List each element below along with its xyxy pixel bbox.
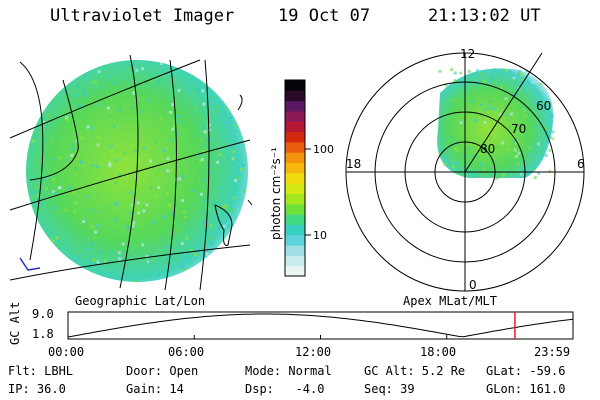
door-field: Door: Open <box>126 364 199 378</box>
orbit-xticks: 00:00 06:00 12:00 18:00 23:59 <box>48 335 574 359</box>
colorbar-segment <box>285 131 305 143</box>
colorbar-segment <box>285 255 305 267</box>
polar-label-spoke <box>464 52 543 173</box>
mlt-label-18: 18 <box>346 157 361 171</box>
coastline-east <box>214 204 233 246</box>
colorbar <box>285 80 305 277</box>
orbit-xtick-label: 18:00 <box>420 345 456 359</box>
flt-field: Flt: LBHL <box>8 364 74 378</box>
lat-label-80: 80 <box>480 142 495 156</box>
mlt-label-12: 12 <box>460 47 475 61</box>
polar-grid <box>345 52 585 292</box>
gc-alt-field: GC Alt: 5.2 Re <box>364 364 466 378</box>
geo-blue-trace <box>19 257 41 271</box>
colorbar-segment <box>285 245 305 256</box>
colorbar-segment <box>285 110 305 122</box>
colorbar-segment <box>285 100 305 112</box>
colorbar-segment <box>285 224 305 236</box>
coastline-island <box>237 94 243 111</box>
colorbar-segment <box>285 172 305 184</box>
coastline-west <box>29 79 79 181</box>
orbit-xtick-label: 06:00 <box>168 345 204 359</box>
orbit-axis-label: GC Alt <box>8 302 22 345</box>
glat-field: GLat: -59.6 <box>486 364 566 378</box>
orbit-xtick-label: 12:00 <box>295 345 331 359</box>
colorbar-segment <box>285 214 305 225</box>
lat-label-70: 70 <box>511 122 526 136</box>
colorbar-segment <box>285 183 305 194</box>
mlt-label-6: 6 <box>577 157 585 171</box>
observation-date: 19 Oct 07 <box>278 6 371 26</box>
colorbar-segment <box>285 141 305 153</box>
polar-plot <box>345 52 585 292</box>
orbit-xtick-label: 00:00 <box>48 345 84 359</box>
meridian-3 <box>199 59 210 291</box>
colorbar-segment <box>285 234 305 246</box>
parallel-1 <box>9 59 201 139</box>
instrument-title: Ultraviolet Imager <box>50 6 235 26</box>
observation-time: 21:13:02 UT <box>428 6 541 26</box>
ip-field: IP: 36.0 <box>8 382 66 396</box>
coastline-islet <box>247 199 253 206</box>
geographic-image <box>9 54 253 291</box>
orbit-altitude-curve <box>67 313 574 338</box>
colorbar-segment <box>285 80 305 91</box>
mode-field: Mode: Normal <box>245 364 332 378</box>
dsp-field: Dsp: -4.0 <box>245 382 325 396</box>
gain-field: Gain: 14 <box>126 382 184 396</box>
lat-label-60: 60 <box>536 99 551 113</box>
orbit-ytick-max: 9.0 <box>32 307 54 321</box>
colorbar-frame <box>284 79 306 277</box>
colorbar-segment <box>285 193 305 205</box>
meridian-1 <box>119 54 139 289</box>
geo-grid <box>9 54 253 291</box>
orbit-xtick-label: 23:59 <box>534 345 570 359</box>
mlt-label-0: 0 <box>469 278 477 292</box>
geo-panel-label: Geographic Lat/Lon <box>75 294 205 308</box>
colorbar-label-10: 10 <box>313 229 327 242</box>
parallel-3 <box>9 244 251 281</box>
orbit-ytick-min: 1.8 <box>32 327 54 341</box>
polar-emission <box>437 68 554 178</box>
colorbar-segment <box>285 152 305 164</box>
polar-panel-label: Apex MLat/MLT <box>403 294 497 308</box>
seq-field: Seq: 39 <box>364 382 415 396</box>
meridian-2 <box>164 59 177 291</box>
colorbar-unit-label: photon cm⁻²s⁻¹ <box>269 147 283 240</box>
colorbar-segment <box>285 121 305 133</box>
coastline-left <box>19 61 44 261</box>
colorbar-segment <box>285 162 305 174</box>
colorbar-label-100: 100 <box>313 143 334 156</box>
colorbar-segment <box>285 265 305 277</box>
parallel-2 <box>9 139 251 211</box>
colorbar-segment <box>285 203 305 215</box>
colorbar-segment <box>285 90 305 102</box>
glon-field: GLon: 161.0 <box>486 382 566 396</box>
